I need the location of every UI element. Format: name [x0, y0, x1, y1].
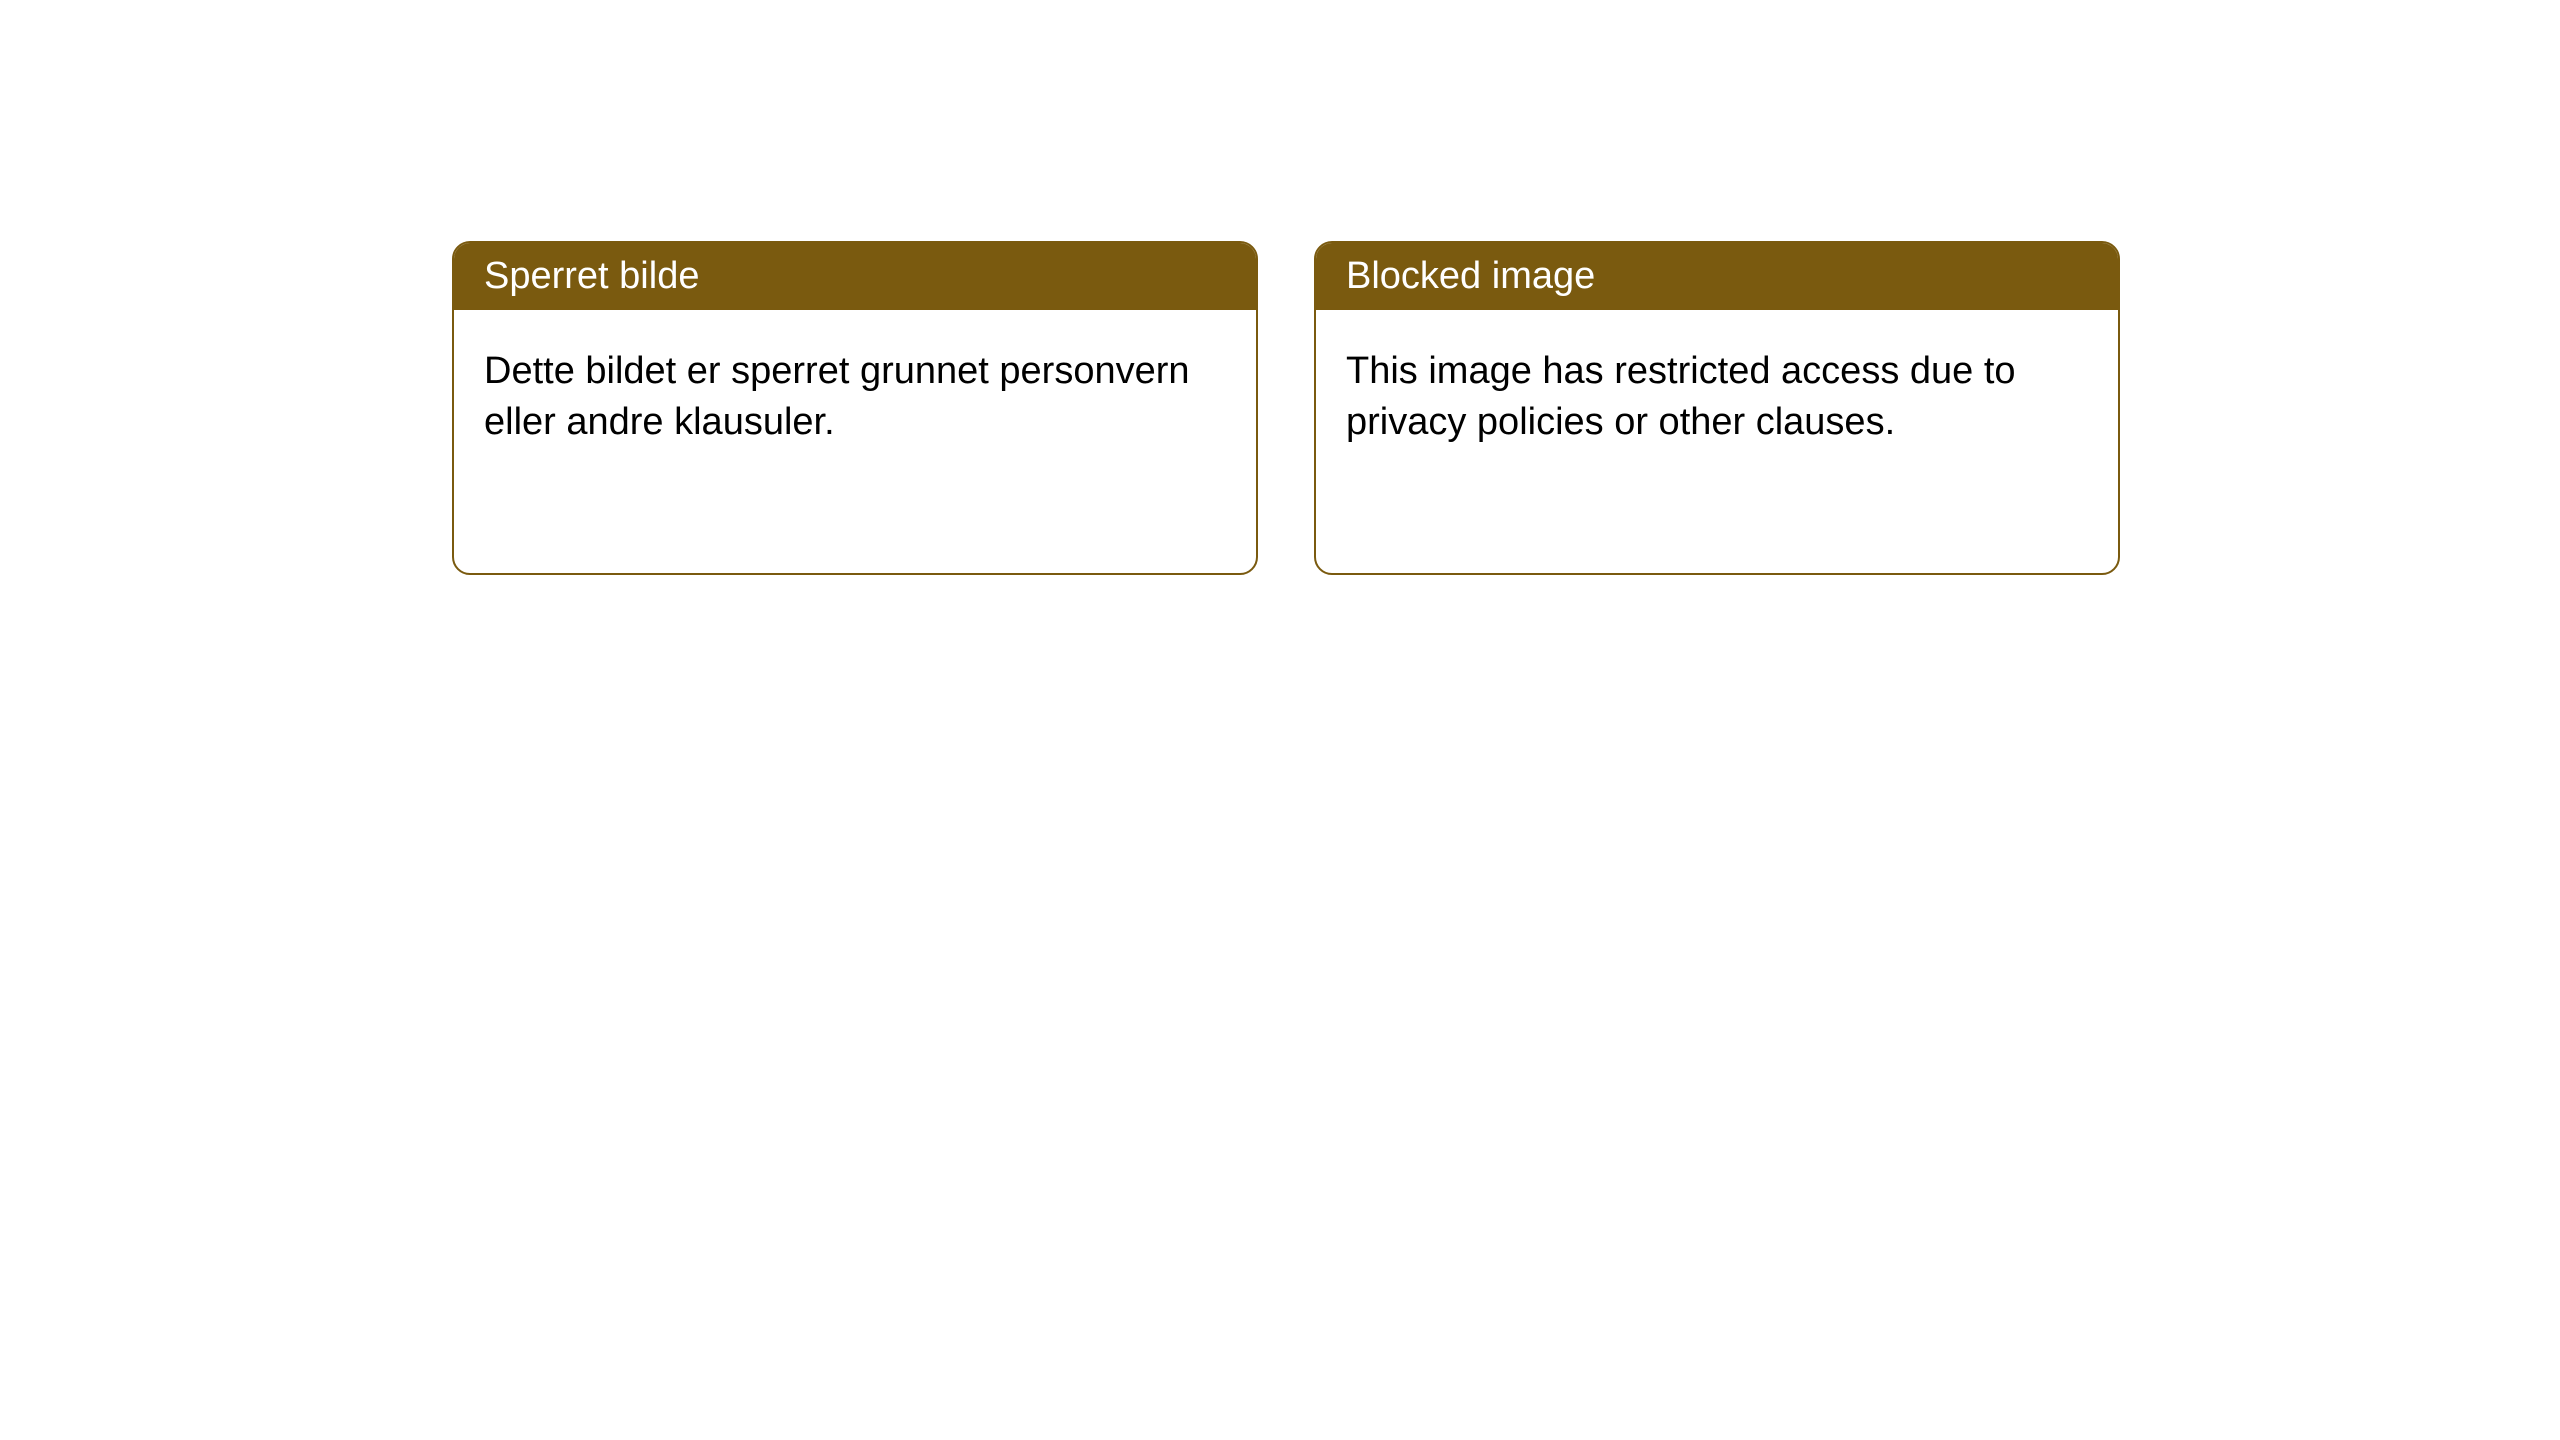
notice-container: Sperret bilde Dette bildet er sperret gr… [0, 0, 2560, 575]
notice-body: Dette bildet er sperret grunnet personve… [454, 310, 1256, 485]
notice-body-text: This image has restricted access due to … [1346, 350, 2016, 443]
notice-title: Sperret bilde [484, 255, 699, 297]
notice-card-norwegian: Sperret bilde Dette bildet er sperret gr… [452, 241, 1258, 575]
notice-card-english: Blocked image This image has restricted … [1314, 241, 2120, 575]
notice-header: Blocked image [1316, 243, 2118, 310]
notice-body: This image has restricted access due to … [1316, 310, 2118, 485]
notice-body-text: Dette bildet er sperret grunnet personve… [484, 350, 1190, 443]
notice-header: Sperret bilde [454, 243, 1256, 310]
notice-title: Blocked image [1346, 255, 1595, 297]
